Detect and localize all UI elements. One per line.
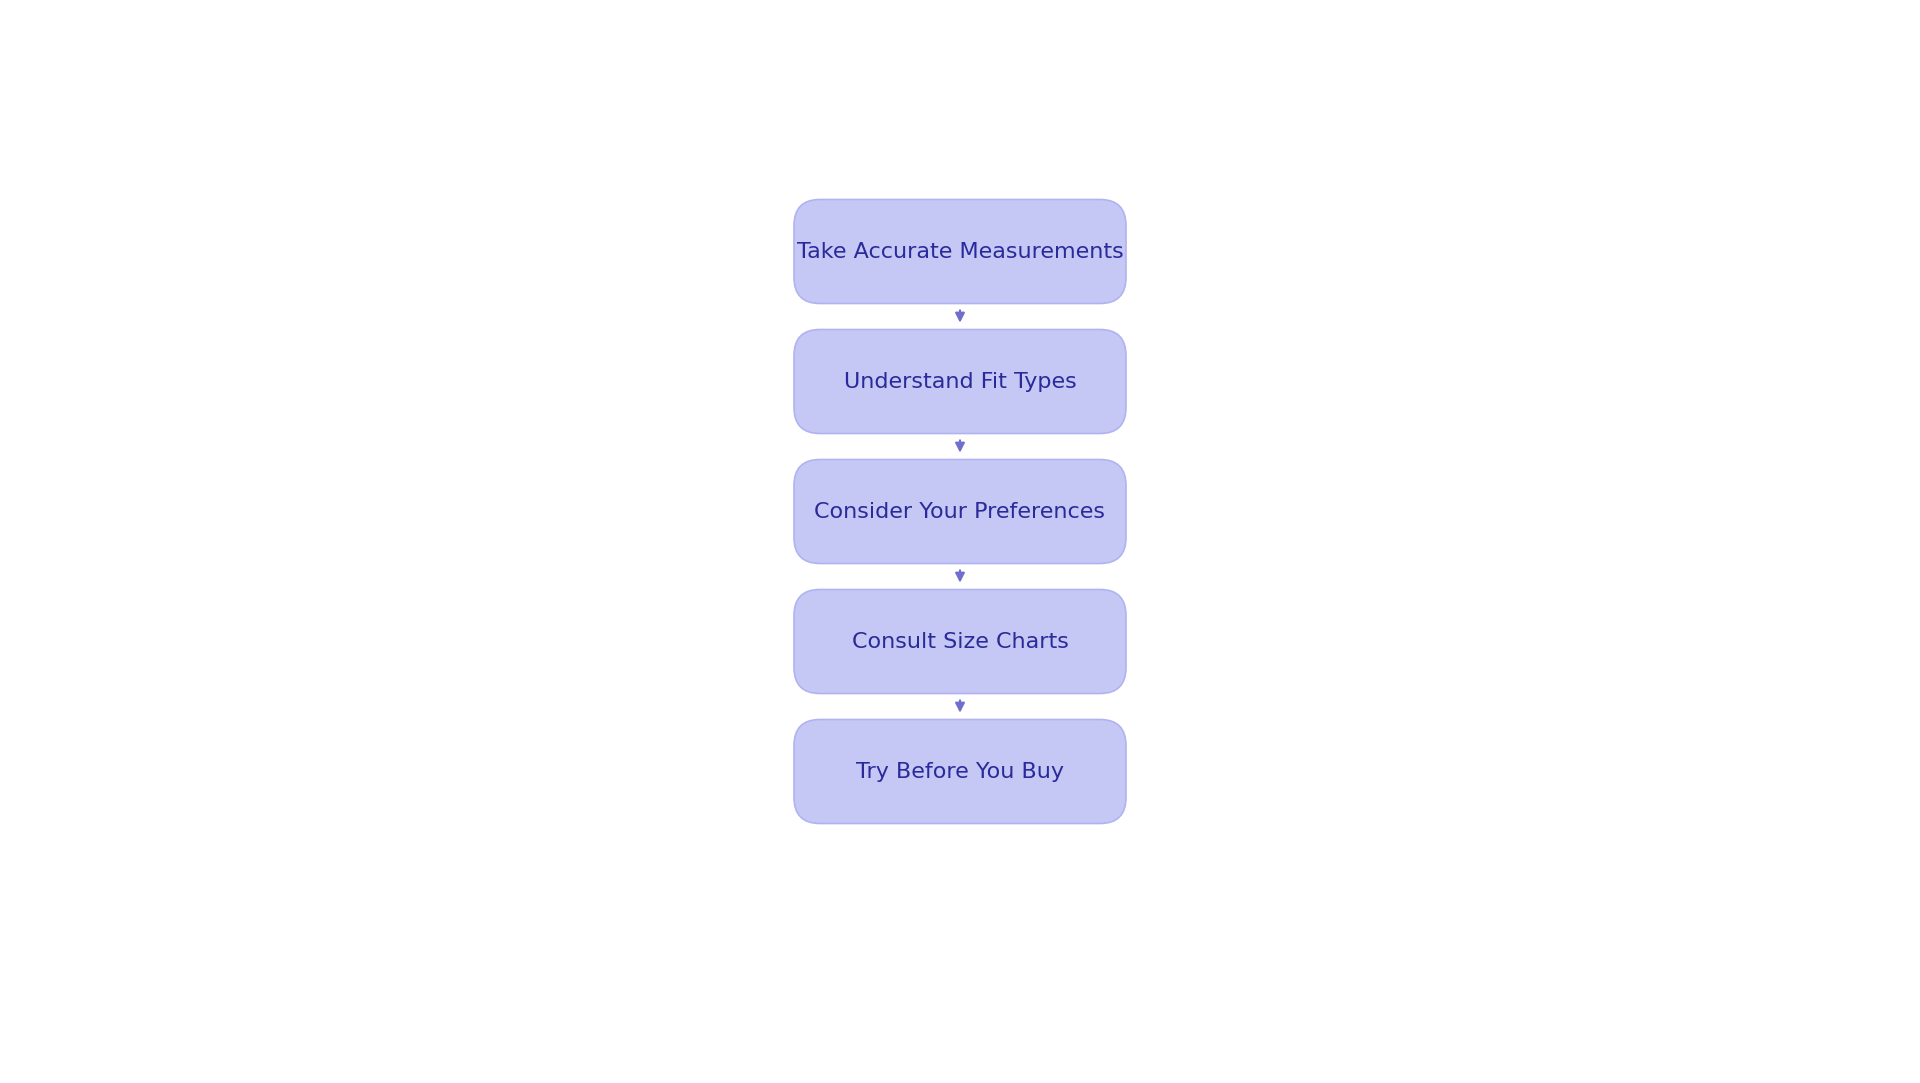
- FancyBboxPatch shape: [795, 589, 1125, 693]
- FancyBboxPatch shape: [795, 719, 1125, 823]
- Text: Consult Size Charts: Consult Size Charts: [852, 631, 1068, 652]
- FancyBboxPatch shape: [795, 199, 1125, 303]
- Text: Understand Fit Types: Understand Fit Types: [843, 371, 1077, 391]
- FancyBboxPatch shape: [795, 329, 1125, 433]
- Text: Consider Your Preferences: Consider Your Preferences: [814, 501, 1106, 522]
- FancyBboxPatch shape: [795, 459, 1125, 563]
- Text: Try Before You Buy: Try Before You Buy: [856, 761, 1064, 782]
- Text: Take Accurate Measurements: Take Accurate Measurements: [797, 242, 1123, 261]
